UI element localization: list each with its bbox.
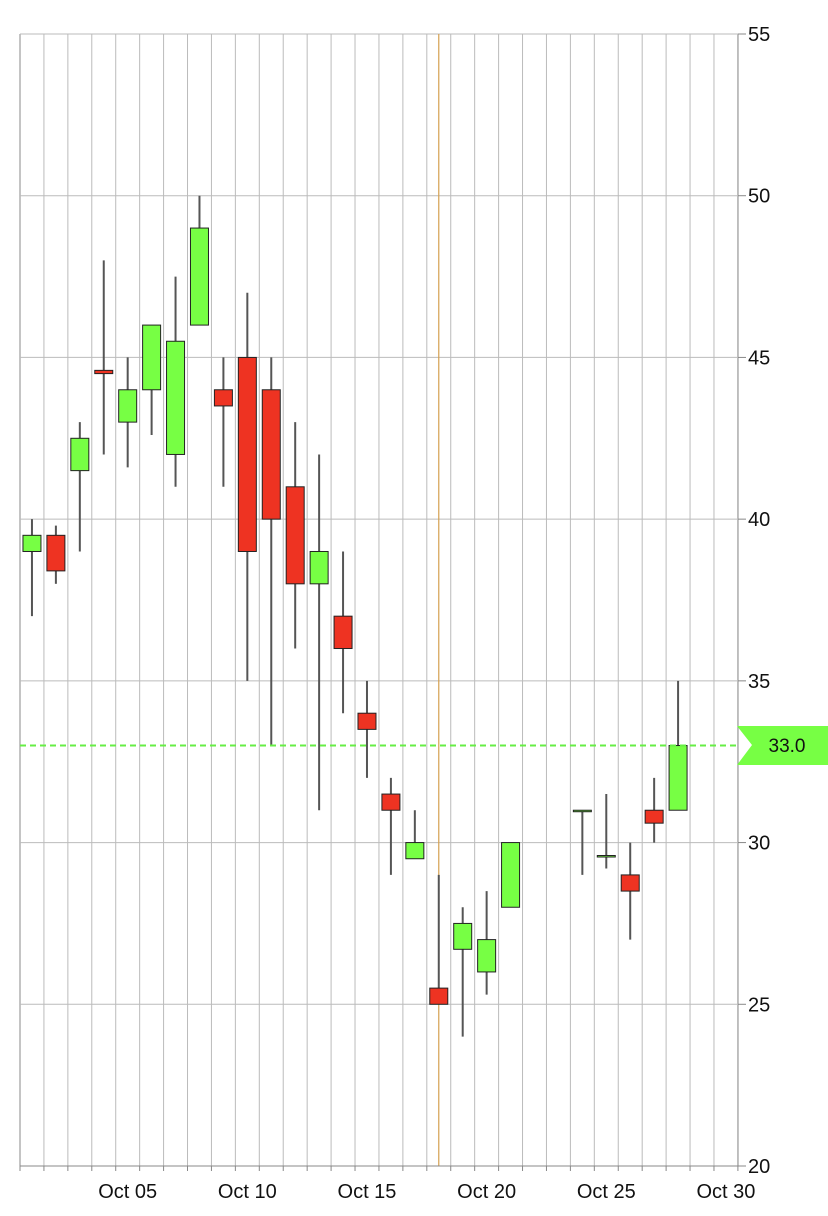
candle	[309, 454, 329, 811]
x-tick-label: Oct 25	[577, 1181, 636, 1203]
x-tick-label: Oct 15	[338, 1181, 397, 1203]
candle	[22, 519, 42, 617]
candle-body	[285, 486, 305, 585]
candle	[596, 794, 616, 869]
candle-body	[405, 842, 425, 860]
candle	[94, 260, 114, 455]
y-tick-label: 55	[748, 24, 770, 46]
candle	[357, 680, 377, 778]
candle-body	[142, 324, 162, 391]
candle-body	[453, 922, 473, 950]
x-tick-label: Oct 05	[98, 1181, 157, 1203]
candle	[572, 809, 592, 875]
candle-body	[46, 534, 66, 572]
candle-body	[22, 534, 42, 552]
candle	[453, 907, 473, 1037]
y-tick-label: 50	[748, 186, 770, 208]
candle-body	[333, 615, 353, 650]
candle	[668, 680, 688, 811]
candle-body	[261, 389, 281, 520]
candle	[142, 324, 162, 436]
price-tag-label: 33.0	[769, 736, 806, 757]
candle	[501, 842, 521, 908]
horizontal-grid	[20, 33, 746, 1167]
candle-body	[94, 369, 114, 375]
candle	[189, 195, 209, 326]
candle	[70, 422, 90, 552]
candle	[381, 777, 401, 875]
candle-body	[620, 874, 640, 892]
candle	[405, 810, 425, 860]
candle	[213, 357, 233, 487]
candle-body	[572, 809, 592, 813]
candle-body	[644, 809, 664, 824]
candle	[118, 357, 138, 468]
y-tick-label: 40	[748, 509, 770, 531]
candle-body	[668, 745, 688, 811]
y-tick-label: 35	[748, 671, 770, 693]
candle-body	[596, 855, 616, 858]
candle-body	[357, 712, 377, 730]
candle-body	[477, 939, 497, 973]
candles	[22, 195, 688, 1037]
candle-body	[118, 389, 138, 423]
candle	[237, 292, 257, 681]
candle	[477, 891, 497, 995]
current-price-tag: 33.0	[737, 726, 828, 765]
candle	[285, 422, 305, 649]
candle	[166, 276, 186, 487]
candle	[644, 777, 664, 843]
candle-body	[166, 340, 186, 455]
x-tick-label: Oct 30	[696, 1181, 755, 1203]
y-tick-label: 20	[748, 1156, 770, 1178]
price-tag-shape	[737, 726, 828, 765]
candle-body	[70, 437, 90, 472]
candle-body	[381, 793, 401, 811]
candle	[261, 357, 281, 746]
y-axis-labels: 20 25 30 35 40 45 50 55	[748, 24, 770, 1178]
candle	[46, 525, 66, 584]
y-tick-label: 30	[748, 833, 770, 855]
candle-body	[237, 356, 257, 552]
candle	[429, 874, 449, 1005]
candle-body	[501, 842, 521, 908]
x-axis-labels: Oct 05 Oct 10 Oct 15 Oct 20 Oct 25 Oct 30	[19, 1165, 755, 1203]
candle	[333, 551, 353, 714]
candle	[620, 842, 640, 940]
vertical-grid	[19, 34, 739, 1166]
candle-body	[309, 550, 329, 585]
candle-body	[213, 389, 233, 407]
x-tick-label: Oct 20	[457, 1181, 516, 1203]
candle-body	[189, 227, 209, 326]
y-tick-label: 25	[748, 994, 770, 1016]
x-tick-label: Oct 10	[218, 1181, 277, 1203]
y-tick-label: 45	[748, 347, 770, 369]
candle-body	[429, 987, 449, 1005]
